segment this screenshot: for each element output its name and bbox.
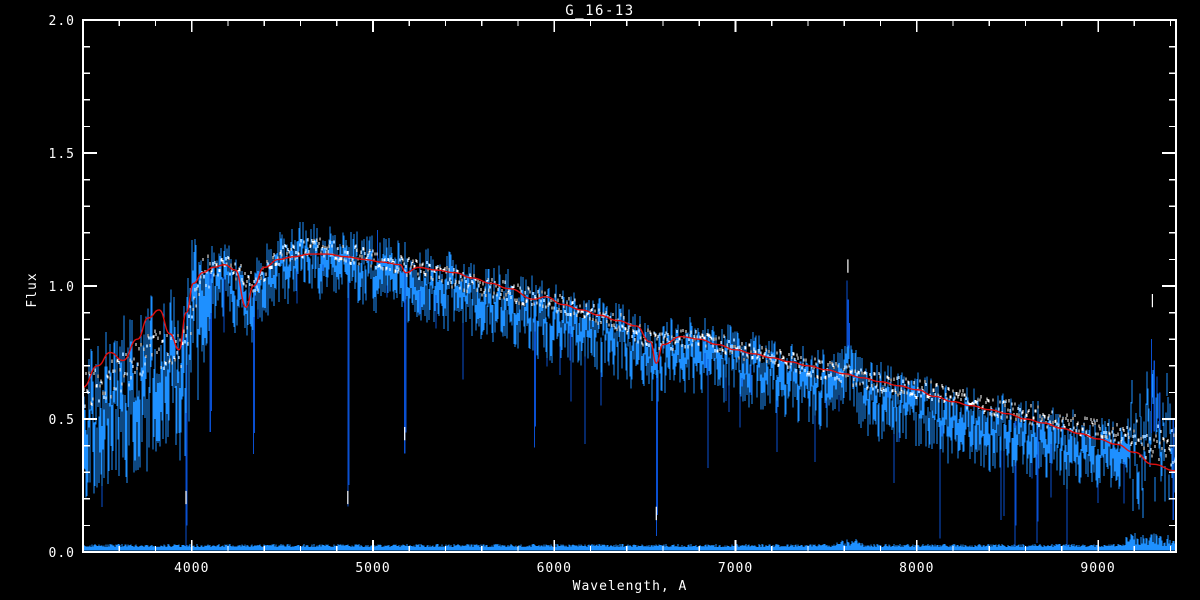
x-tick-label: 6000 [537, 561, 572, 576]
x-tick-label: 8000 [899, 561, 934, 576]
y-axis-tick-labels: 0.0 0.5 1.0 1.5 2.0 [49, 14, 75, 561]
chart-title: G_16-13 [565, 3, 635, 19]
x-tick-label: 5000 [355, 561, 390, 576]
observed-spectrum-series [82, 222, 1177, 547]
x-tick-label: 9000 [1080, 561, 1115, 576]
y-tick-label: 2.0 [49, 14, 75, 29]
x-axis-tick-labels: 4000 5000 6000 7000 8000 9000 [174, 561, 1115, 576]
x-tick-label: 4000 [174, 561, 209, 576]
y-axis-label: Flux [25, 272, 40, 307]
y-tick-label: 1.0 [49, 280, 75, 295]
x-axis-label: Wavelength, A [573, 579, 688, 594]
plot-axes [82, 19, 1177, 553]
y-tick-label: 0.5 [49, 413, 75, 428]
y-tick-label: 0.0 [49, 546, 75, 561]
x-tick-label: 7000 [718, 561, 753, 576]
y-tick-label: 1.5 [49, 147, 75, 162]
model-spectrum-series [82, 253, 1177, 472]
comparison-spectrum-series [82, 237, 1177, 521]
